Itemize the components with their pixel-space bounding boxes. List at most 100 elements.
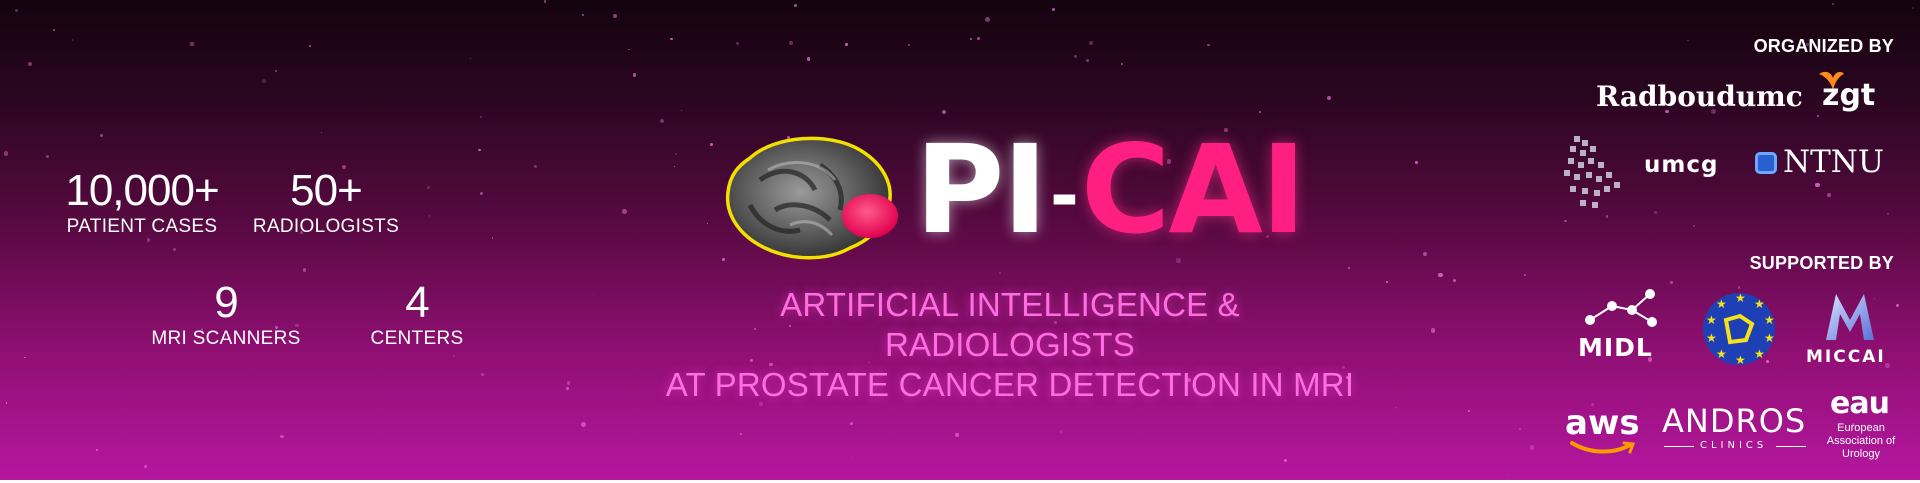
star-dot bbox=[1687, 39, 1689, 41]
star-dot bbox=[1327, 96, 1332, 101]
svg-text:★: ★ bbox=[1716, 347, 1727, 361]
star-dot bbox=[1851, 423, 1855, 427]
star-dot bbox=[295, 337, 297, 340]
star-dot bbox=[932, 219, 934, 221]
star-dot bbox=[1166, 159, 1172, 165]
star-dot bbox=[1342, 366, 1345, 369]
star-dot bbox=[1088, 40, 1094, 46]
star-dot bbox=[1519, 428, 1521, 430]
umcg-mark-icon bbox=[1564, 136, 1620, 208]
star-dot bbox=[1670, 280, 1674, 284]
star-dot bbox=[999, 272, 1002, 275]
star-dot bbox=[1452, 278, 1456, 282]
midl-network-icon bbox=[1585, 289, 1657, 327]
star-dot bbox=[681, 110, 683, 112]
star-dot bbox=[1826, 192, 1832, 198]
star-dot bbox=[428, 215, 431, 217]
star-dot bbox=[1386, 281, 1388, 283]
star-dot bbox=[479, 115, 483, 119]
star-dot bbox=[985, 16, 990, 22]
pi-cai-title: PI-CAI bbox=[915, 120, 1306, 260]
subtitle-line-2: AT PROSTATE CANCER DETECTION IN MRI bbox=[665, 366, 1355, 403]
star-dot bbox=[261, 78, 266, 83]
star-dot bbox=[200, 328, 203, 331]
star-dot bbox=[581, 422, 587, 427]
star-dot bbox=[280, 434, 284, 439]
star-dot bbox=[789, 325, 791, 327]
star-dot bbox=[1185, 377, 1191, 383]
star-dot bbox=[670, 38, 673, 41]
star-dot bbox=[99, 133, 103, 137]
star-dot bbox=[942, 109, 947, 114]
svg-text:★: ★ bbox=[1735, 353, 1746, 367]
star-dot bbox=[543, 0, 547, 3]
umcg-logo: umcg bbox=[1644, 152, 1719, 178]
clinics-divider-left bbox=[1664, 446, 1694, 447]
star-dot bbox=[27, 62, 32, 66]
miccai-logo: MICCAI bbox=[1806, 347, 1886, 367]
star-dot bbox=[794, 4, 797, 7]
star-dot bbox=[3, 150, 9, 156]
zgt-mark-icon bbox=[1819, 71, 1844, 90]
star-dot bbox=[302, 267, 307, 272]
star-dot bbox=[1414, 161, 1418, 165]
clinics-divider-right bbox=[1776, 446, 1806, 447]
subtitle: ARTIFICIAL INTELLIGENCE & RADIOLOGISTS A… bbox=[660, 285, 1360, 405]
ntnu-mark-icon bbox=[1755, 152, 1777, 174]
star-dot bbox=[1693, 224, 1696, 227]
star-dot bbox=[789, 41, 794, 46]
star-dot bbox=[1590, 403, 1594, 407]
star-dot bbox=[628, 48, 630, 51]
svg-text:★: ★ bbox=[1735, 291, 1746, 305]
star-dot bbox=[52, 28, 55, 32]
star-dot bbox=[1052, 7, 1056, 11]
star-dot bbox=[673, 165, 675, 167]
star-dot bbox=[46, 154, 50, 158]
star-dot bbox=[632, 73, 636, 77]
stat-centers: 4 CENTERS bbox=[307, 280, 527, 350]
star-dot bbox=[1885, 363, 1890, 368]
svg-text:★: ★ bbox=[1706, 331, 1717, 345]
star-dot bbox=[1053, 321, 1057, 324]
star-dot bbox=[1912, 6, 1915, 9]
organized-by-label: ORGANIZED BY bbox=[1753, 36, 1894, 56]
star-dot bbox=[481, 373, 485, 377]
star-dot bbox=[1430, 328, 1436, 333]
stat-label: MRI SCANNERS bbox=[151, 328, 301, 349]
stat-patient-cases: 10,000+ PATIENT CASES bbox=[32, 168, 252, 238]
star-dot bbox=[786, 135, 791, 140]
radboudumc-logo: Radboudumc bbox=[1596, 80, 1803, 113]
star-dot bbox=[1507, 473, 1510, 475]
prostate-mri-icon bbox=[725, 136, 898, 260]
aws-logo: aws bbox=[1565, 403, 1640, 443]
star-dot bbox=[1284, 459, 1287, 462]
star-dot bbox=[735, 41, 740, 46]
star-dot bbox=[1073, 55, 1077, 59]
ntnu-logo: NTNU bbox=[1783, 144, 1885, 180]
star-dot bbox=[144, 464, 148, 468]
svg-text:★: ★ bbox=[1716, 297, 1727, 311]
star-dot bbox=[1259, 111, 1261, 114]
star-dot bbox=[1010, 150, 1013, 153]
andros-logo: ANDROS bbox=[1662, 402, 1807, 440]
star-dot bbox=[1176, 258, 1181, 263]
star-dot bbox=[1895, 303, 1899, 307]
midl-logo: MIDL bbox=[1578, 333, 1653, 362]
star-dot bbox=[1831, 3, 1834, 6]
star-dot bbox=[1059, 430, 1063, 434]
star-dot bbox=[479, 192, 483, 196]
star-dot bbox=[1665, 109, 1669, 114]
star-dot bbox=[427, 186, 431, 190]
star-dot bbox=[1710, 109, 1716, 115]
star-dot bbox=[14, 8, 19, 13]
star-dot bbox=[977, 37, 980, 40]
miccai-mark-icon bbox=[1826, 294, 1874, 340]
svg-text:★: ★ bbox=[1764, 313, 1775, 327]
star-dot bbox=[1524, 273, 1526, 276]
star-dot bbox=[969, 37, 973, 41]
star-dot bbox=[1873, 297, 1875, 299]
star-dot bbox=[1224, 128, 1228, 132]
eau-full-name: European Association of Urology bbox=[1826, 422, 1896, 460]
star-dot bbox=[566, 380, 571, 385]
